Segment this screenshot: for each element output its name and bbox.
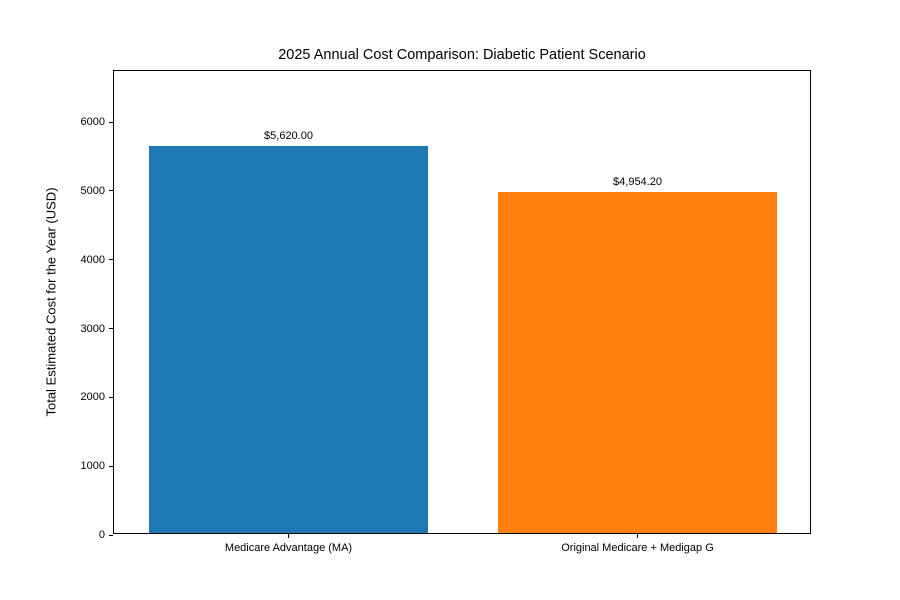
y-axis-label: Total Estimated Cost for the Year (USD)	[43, 187, 59, 417]
y-axis-tick-mark	[109, 328, 113, 330]
y-axis-tick-mark	[109, 190, 113, 192]
x-axis-tick-mark	[637, 534, 638, 538]
y-axis-tick-mark	[109, 534, 113, 536]
y-axis-tick-mark	[109, 121, 113, 123]
y-axis-tick-label: 4000	[80, 253, 105, 266]
x-axis-tick-mark	[288, 534, 289, 538]
y-axis-tick-label: 5000	[80, 184, 105, 197]
chart-title: 2025 Annual Cost Comparison: Diabetic Pa…	[278, 47, 646, 63]
y-axis-tick-mark	[109, 465, 113, 467]
y-axis-tick-label: 0	[98, 529, 105, 541]
y-axis-tick-label: 1000	[80, 460, 105, 473]
y-axis-tick-label: 3000	[80, 322, 105, 335]
bar-value-label: $4,954.20	[613, 176, 662, 189]
x-axis-category-label: Original Medicare + Medigap G	[561, 542, 714, 554]
y-axis-tick-label: 6000	[80, 116, 105, 129]
y-axis-tick-mark	[109, 259, 113, 261]
bar-medicare-advantage	[148, 146, 429, 533]
y-axis-tick-label: 2000	[80, 391, 105, 404]
bar-value-label: $5,620.00	[264, 130, 313, 143]
x-axis-category-label: Medicare Advantage (MA)	[224, 542, 353, 554]
y-axis-tick-mark	[109, 396, 113, 398]
bar-original-medicare-medigap	[497, 192, 778, 533]
plot-area: 0 1000 2000 3000 4000 5000 6000 $5,620.00 Medica…	[81, 70, 811, 554]
